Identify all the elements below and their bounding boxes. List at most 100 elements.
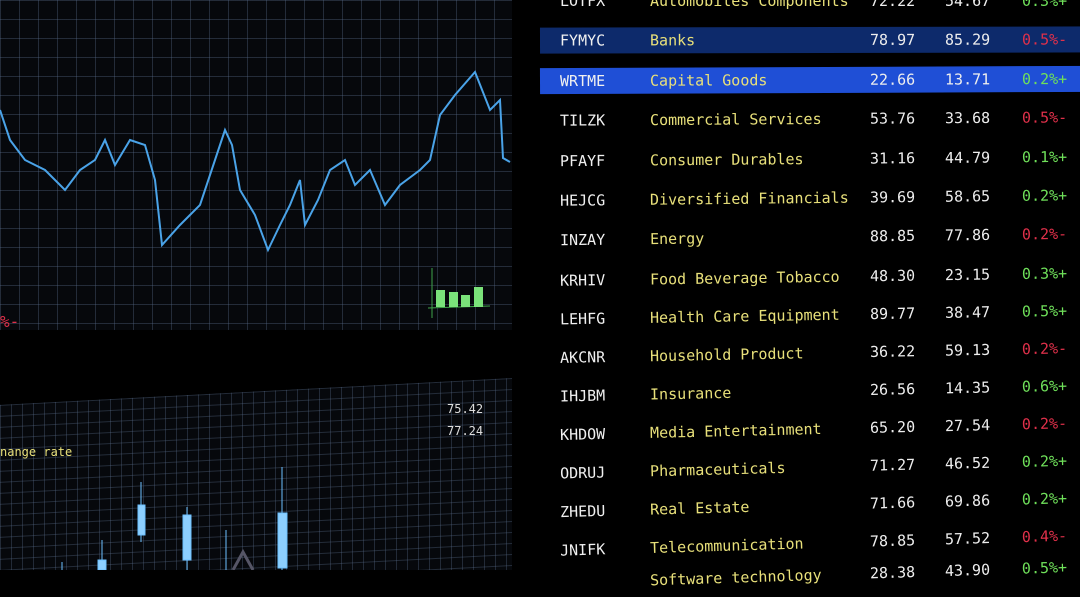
value-1-cell: 53.76 (869, 109, 916, 128)
ticker-cell: ZHEDU (559, 501, 606, 522)
value-1-cell: 89.77 (869, 304, 916, 324)
value-1-cell: 28.38 (869, 563, 916, 583)
change-cell: 0.5%+ (1021, 301, 1068, 321)
value-1-cell: 48.30 (869, 266, 916, 286)
table-row[interactable]: FYMYC Banks 78.97 85.29 0.5%- (539, 26, 1080, 54)
value-1-cell: 78.85 (869, 531, 916, 551)
change-cell: 0.1%+ (1021, 147, 1068, 167)
sector-cell: Software technology (649, 565, 822, 590)
ticker-cell: WRTME (559, 71, 606, 91)
sector-cell: Diversified Financials (649, 188, 849, 209)
percent-fragment: %- (0, 312, 20, 331)
sector-cell: Banks (649, 31, 696, 50)
sector-cell: Commercial Services (649, 109, 822, 130)
value-1-cell: 31.16 (869, 149, 916, 168)
table-row[interactable]: LEHFG Health Care Equipment 89.77 38.47 0.5%… (540, 297, 1080, 332)
table-row[interactable]: ZHEDU Real Estate 71.66 69.86 0.2%+ (540, 484, 1080, 525)
table-row[interactable]: KHDOW Media Entertainment 65.20 27.54 0.2%- (540, 410, 1080, 449)
change-cell: 0.5%- (1021, 108, 1068, 127)
chart-panel: %- 75.42 77.24 nange rate (0, 0, 522, 570)
ticker-cell: ODRUJ (559, 463, 606, 483)
sector-cell: Household Product (649, 344, 804, 366)
table-row[interactable]: AKCNR Household Product 36.22 59.13 0.2%- (540, 335, 1080, 372)
value-2-cell: 58.65 (944, 187, 991, 206)
sector-cell: Energy (649, 229, 705, 249)
readout-2: 77.24 (447, 424, 484, 438)
sector-cell: Pharmaceuticals (649, 458, 786, 481)
value-2-cell: 59.13 (944, 340, 991, 360)
bar-chart-icon (427, 268, 491, 318)
value-2-cell: 57.52 (944, 529, 991, 549)
sector-table: LOTFX Automobiles Components 72.22 54.67 0.3… (522, 0, 1080, 589)
change-cell: 0.6%+ (1021, 376, 1068, 396)
table-row[interactable]: ODRUJ Pharmaceuticals 71.27 46.52 0.2%+ (540, 447, 1080, 487)
change-cell: 0.3%+ (1021, 264, 1068, 284)
table-row[interactable]: INZAY Energy 88.85 77.86 0.2%- (540, 220, 1080, 253)
change-cell: 0.2%+ (1021, 69, 1068, 89)
sector-cell: Insurance (649, 383, 732, 404)
value-1-cell: 26.56 (869, 380, 916, 399)
value-2-cell: 43.90 (944, 560, 991, 581)
table-row[interactable]: WRTME Capital Goods 22.66 13.71 0.2%+ (539, 65, 1080, 95)
exchange-rate-label: nange rate (0, 445, 73, 459)
line-chart-grid (0, 0, 512, 330)
value-1-cell: 71.66 (869, 493, 916, 513)
change-cell: 0.3%+ (1022, 0, 1068, 10)
table-row[interactable]: KRHIV Food Beverage Tobacco 48.30 23.15 0.3%… (540, 260, 1080, 294)
change-cell: 0.2%- (1021, 414, 1068, 434)
value-2-cell: 33.68 (944, 108, 991, 128)
ticker-cell: TILZK (559, 111, 606, 130)
ticker-cell: FYMYC (559, 31, 606, 50)
value-2-cell: 27.54 (944, 416, 991, 436)
change-cell: 0.2%+ (1021, 489, 1068, 509)
value-2-cell: 23.15 (944, 265, 991, 285)
change-cell: 0.2%- (1021, 339, 1068, 359)
value-1-cell: 71.27 (869, 455, 916, 475)
sector-cell: Automobiles Components (650, 0, 849, 10)
sector-cell: Real Estate (649, 497, 750, 519)
sector-cell: Consumer Durables (649, 150, 804, 170)
table-row[interactable]: TILZK Commercial Services 53.76 33.68 0.5%- (540, 104, 1080, 134)
value-2-cell: 85.29 (944, 30, 991, 49)
change-cell: 0.2%+ (1021, 186, 1068, 205)
sector-cell: Capital Goods (649, 71, 768, 90)
table-row[interactable]: IHJBM Insurance 26.56 14.35 0.6%+ (540, 372, 1080, 410)
change-cell: 0.2%+ (1021, 451, 1068, 471)
change-cell: 0.5%+ (1021, 558, 1068, 578)
value-2-cell: 69.86 (944, 491, 991, 511)
value-1-cell: 72.22 (870, 0, 916, 10)
readout-1: 75.42 (447, 402, 484, 416)
table-row[interactable]: LOTFX Automobiles Components 72.22 54.67 0.3… (540, 0, 1080, 14)
value-2-cell: 14.35 (944, 378, 991, 398)
value-2-cell: 44.79 (944, 148, 991, 167)
candlestick-chart (61, 467, 288, 570)
value-1-cell: 78.97 (869, 30, 916, 49)
value-1-cell: 36.22 (869, 342, 916, 362)
ticker-cell: INZAY (559, 230, 606, 250)
sector-cell: Telecommunication (649, 534, 804, 557)
table-row[interactable]: HEJCG Diversified Financials 39.69 58.65 0.2… (540, 182, 1080, 214)
change-cell: 0.2%- (1021, 224, 1068, 244)
value-2-cell: 54.67 (945, 0, 991, 10)
value-1-cell: 22.66 (869, 70, 916, 89)
sector-cell: Health Care Equipment (649, 305, 840, 327)
ticker-cell: KRHIV (559, 271, 606, 290)
ticker-cell: JNIFK (559, 540, 606, 560)
ticker-cell: KHDOW (559, 424, 606, 444)
sector-cell: Food Beverage Tobacco (649, 267, 840, 289)
line-chart (0, 70, 511, 318)
value-1-cell: 39.69 (869, 188, 916, 207)
value-1-cell: 88.85 (869, 226, 916, 246)
value-2-cell: 38.47 (944, 303, 991, 322)
ticker-cell: HEJCG (559, 191, 606, 210)
value-1-cell: 65.20 (869, 417, 916, 437)
price-line (0, 70, 511, 253)
value-2-cell: 46.52 (944, 453, 991, 473)
sector-cell: Media Entertainment (649, 419, 822, 442)
ticker-cell: PFAYF (559, 151, 606, 171)
ticker-cell: LEHFG (559, 309, 606, 329)
change-cell: 0.4%- (1021, 526, 1068, 547)
value-2-cell: 13.71 (944, 70, 991, 89)
table-row[interactable]: PFAYF Consumer Durables 31.16 44.79 0.1%+ (540, 144, 1080, 175)
ticker-cell: IHJBM (559, 386, 606, 406)
